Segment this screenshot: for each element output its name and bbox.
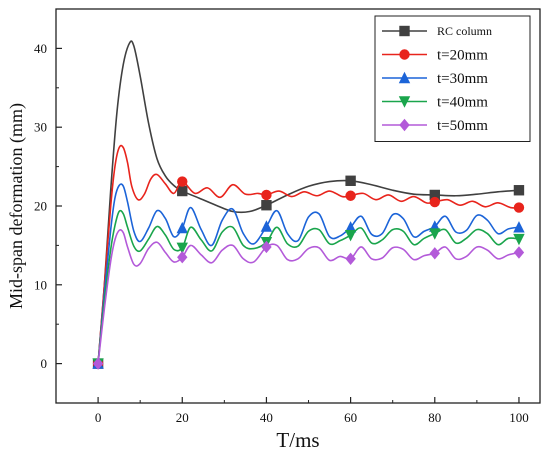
legend-item: t=50mm — [382, 118, 488, 134]
legend-item: t=40mm — [382, 95, 488, 111]
data-point — [345, 175, 356, 186]
y-tick-label: 30 — [34, 120, 47, 135]
series-line — [97, 229, 520, 364]
legend: RC column t=20mm t=30mm t=40mm t=50mm — [374, 15, 531, 142]
data-point — [344, 221, 357, 233]
data-point — [345, 190, 356, 201]
series-5 — [92, 229, 525, 370]
series-3 — [92, 183, 525, 369]
axis-ticks: 0 20 40 60 80 100 0 10 20 30 40 — [34, 8, 529, 425]
legend-marker — [399, 118, 410, 132]
series-4 — [92, 209, 525, 370]
legend-item: t=20mm — [382, 48, 488, 64]
series-line — [97, 40, 520, 364]
data-point — [429, 196, 440, 208]
data-point — [345, 252, 356, 265]
legend-label: t=50mm — [437, 118, 488, 134]
legend-marker — [398, 96, 411, 108]
data-point — [177, 251, 188, 264]
legend-label: t=20mm — [437, 48, 488, 64]
legend-label: t=30mm — [437, 71, 488, 87]
data-point — [513, 233, 525, 246]
y-tick-label: 10 — [34, 277, 47, 292]
data-point — [261, 200, 272, 211]
y-tick-label: 20 — [34, 199, 47, 214]
data-point — [344, 229, 357, 242]
data-point — [513, 221, 525, 233]
data-point — [513, 202, 525, 213]
data-point — [429, 228, 441, 240]
data-point — [176, 242, 188, 254]
data-point — [513, 246, 525, 259]
y-tick-label: 0 — [41, 356, 48, 371]
x-tick-label: 100 — [509, 410, 529, 425]
y-axis-title: Mid-span deformation (mm) — [6, 103, 27, 309]
data-point — [429, 189, 440, 201]
x-tick-label: 0 — [95, 410, 102, 425]
legend-item: t=30mm — [382, 71, 488, 87]
legend-marker — [399, 49, 410, 60]
data-point — [260, 220, 273, 232]
x-tick-label: 20 — [176, 410, 189, 425]
series-2 — [92, 144, 525, 369]
legend-label: RC column — [437, 24, 492, 38]
x-tick-label: 40 — [260, 410, 273, 425]
data-point — [176, 221, 188, 234]
data-point — [177, 176, 188, 187]
data-point — [261, 240, 272, 254]
series-line — [97, 209, 520, 364]
legend-marker — [399, 25, 410, 37]
x-axis-title: T/ms — [276, 428, 319, 452]
data-point — [261, 189, 272, 201]
series-line — [97, 183, 520, 364]
legend-label: t=40mm — [437, 95, 488, 111]
series-layer — [92, 40, 525, 370]
y-tick-label: 40 — [34, 41, 47, 56]
legend-item: RC column — [382, 24, 492, 38]
x-tick-label: 60 — [344, 410, 357, 425]
series-line — [97, 144, 519, 364]
x-tick-label: 80 — [428, 410, 441, 425]
data-point — [177, 185, 188, 197]
data-point — [429, 247, 440, 260]
legend-marker — [398, 71, 411, 84]
data-point — [513, 185, 525, 196]
data-point — [92, 357, 104, 370]
